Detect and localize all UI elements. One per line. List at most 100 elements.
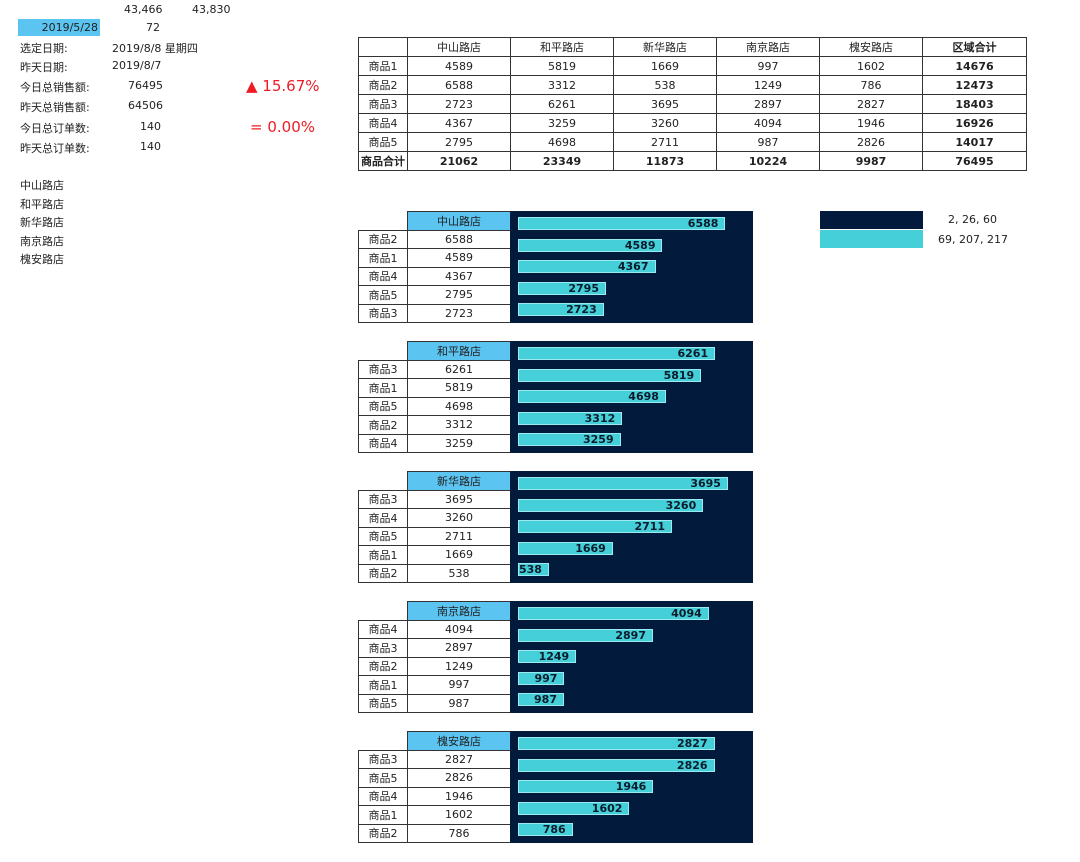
table-cell[interactable]: 2897	[716, 94, 820, 114]
table-cell[interactable]: 4367	[407, 113, 511, 133]
store-table-cell[interactable]: 商品1	[358, 378, 408, 398]
table-cell[interactable]: 2827	[819, 94, 923, 114]
date-cell[interactable]: 2019/5/28	[18, 19, 100, 36]
table-cell[interactable]: 2826	[819, 132, 923, 152]
store-table-cell[interactable]: 商品1	[358, 805, 408, 825]
table-cell[interactable]: 987	[716, 132, 820, 152]
store-table-header: 和平路店	[407, 341, 511, 361]
store-table-cell[interactable]: 5819	[407, 378, 511, 398]
store-table-cell[interactable]: 6261	[407, 359, 511, 379]
store-table-cell[interactable]: 商品5	[358, 396, 408, 416]
table-cell[interactable]: 商品2	[358, 75, 408, 95]
store-table-cell[interactable]: 商品4	[358, 619, 408, 639]
table-cell[interactable]: 12473	[922, 75, 1027, 95]
store-table-cell[interactable]: 商品3	[358, 489, 408, 509]
table-cell[interactable]: 3259	[510, 113, 614, 133]
table-cell[interactable]: 商品3	[358, 94, 408, 114]
store-table-cell[interactable]: 4367	[407, 266, 511, 286]
table-cell[interactable]: 商品5	[358, 132, 408, 152]
store-table-header: 南京路店	[407, 601, 511, 621]
store-table-cell[interactable]: 商品4	[358, 266, 408, 286]
table-cell[interactable]: 21062	[407, 151, 511, 171]
store-table-cell[interactable]: 1602	[407, 805, 511, 825]
table-cell[interactable]: 3312	[510, 75, 614, 95]
store-table-cell[interactable]: 538	[407, 563, 511, 583]
store-table-cell[interactable]: 2897	[407, 638, 511, 658]
table-cell[interactable]: 2711	[613, 132, 717, 152]
table-cell[interactable]: 6261	[510, 94, 614, 114]
store-table-cell[interactable]: 2723	[407, 303, 511, 323]
store-table-cell[interactable]: 商品1	[358, 545, 408, 565]
table-cell[interactable]: 2723	[407, 94, 511, 114]
store-table-cell[interactable]: 2711	[407, 526, 511, 546]
store-table-cell[interactable]: 2826	[407, 768, 511, 788]
store-table-cell[interactable]: 987	[407, 693, 511, 713]
store-table-corner	[358, 471, 408, 491]
store-table-cell[interactable]: 997	[407, 675, 511, 695]
store-table-cell[interactable]: 3260	[407, 508, 511, 528]
store-table-cell[interactable]: 商品1	[358, 675, 408, 695]
table-cell[interactable]: 786	[819, 75, 923, 95]
store-table-cell[interactable]: 1946	[407, 786, 511, 806]
table-cell[interactable]: 4094	[716, 113, 820, 133]
store-table-cell[interactable]: 786	[407, 823, 511, 843]
store-table-cell[interactable]: 商品4	[358, 508, 408, 528]
store-table-cell[interactable]: 商品5	[358, 285, 408, 305]
store-table-cell[interactable]: 2795	[407, 285, 511, 305]
table-cell[interactable]: 4698	[510, 132, 614, 152]
store-table-cell[interactable]: 3259	[407, 433, 511, 453]
table-cell[interactable]: 商品4	[358, 113, 408, 133]
table-cell[interactable]: 14676	[922, 56, 1027, 76]
table-cell[interactable]: 11873	[613, 151, 717, 171]
table-cell[interactable]: 1946	[819, 113, 923, 133]
table-cell[interactable]: 2795	[407, 132, 511, 152]
table-cell[interactable]: 1669	[613, 56, 717, 76]
store-table-cell[interactable]: 商品2	[358, 563, 408, 583]
store-table-cell[interactable]: 商品3	[358, 303, 408, 323]
table-cell[interactable]: 5819	[510, 56, 614, 76]
store-table-cell[interactable]: 商品3	[358, 638, 408, 658]
store-table-cell[interactable]: 商品4	[358, 786, 408, 806]
table-cell[interactable]: 1249	[716, 75, 820, 95]
table-cell[interactable]: 4589	[407, 56, 511, 76]
table-cell[interactable]: 3695	[613, 94, 717, 114]
store-table-cell[interactable]: 商品5	[358, 526, 408, 546]
store-table-cell[interactable]: 4698	[407, 396, 511, 416]
table-cell[interactable]: 6588	[407, 75, 511, 95]
store-table-cell[interactable]: 3312	[407, 415, 511, 435]
table-cell[interactable]: 9987	[819, 151, 923, 171]
table-cell[interactable]: 3260	[613, 113, 717, 133]
table-cell[interactable]: 1602	[819, 56, 923, 76]
table-cell[interactable]: 16926	[922, 113, 1027, 133]
chart-bar-label: 1602	[591, 801, 623, 815]
store-table-cell[interactable]: 商品5	[358, 693, 408, 713]
store-table-cell[interactable]: 2827	[407, 749, 511, 769]
store-table-cell[interactable]: 商品2	[358, 823, 408, 843]
table-cell[interactable]: 23349	[510, 151, 614, 171]
store-table-cell[interactable]: 商品5	[358, 768, 408, 788]
store-table-header: 槐安路店	[407, 731, 511, 751]
table-cell[interactable]: 商品1	[358, 56, 408, 76]
store-table-cell[interactable]: 1669	[407, 545, 511, 565]
table-cell[interactable]: 76495	[922, 151, 1027, 171]
info-value-selected-date[interactable]: 2019/8/8 星期四	[112, 42, 198, 55]
store-table-cell[interactable]: 商品4	[358, 433, 408, 453]
table-cell[interactable]: 14017	[922, 132, 1027, 152]
store-table-cell[interactable]: 商品2	[358, 229, 408, 249]
store-table-cell[interactable]: 商品1	[358, 248, 408, 268]
table-cell[interactable]: 10224	[716, 151, 820, 171]
table-cell[interactable]: 商品合计	[358, 151, 408, 171]
store-table-cell[interactable]: 商品3	[358, 749, 408, 769]
store-table-cell[interactable]: 1249	[407, 656, 511, 676]
store-table-cell[interactable]: 商品3	[358, 359, 408, 379]
store-table-cell[interactable]: 4094	[407, 619, 511, 639]
table-cell[interactable]: 18403	[922, 94, 1027, 114]
store-table-header-row: 槐安路店	[358, 731, 511, 751]
store-table-cell[interactable]: 6588	[407, 229, 511, 249]
store-table-cell[interactable]: 4589	[407, 248, 511, 268]
store-table-cell[interactable]: 商品2	[358, 656, 408, 676]
store-table-cell[interactable]: 商品2	[358, 415, 408, 435]
store-table-cell[interactable]: 3695	[407, 489, 511, 509]
table-cell[interactable]: 997	[716, 56, 820, 76]
table-cell[interactable]: 538	[613, 75, 717, 95]
